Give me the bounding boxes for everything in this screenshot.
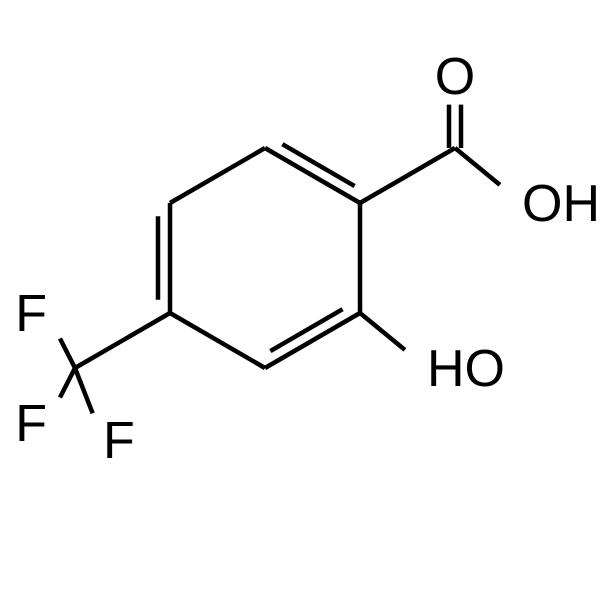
bond (60, 368, 75, 398)
atom-label-f14: F (103, 412, 135, 470)
bond (360, 148, 455, 203)
atom-label-o9: OH (522, 175, 600, 233)
bond (170, 148, 265, 203)
bond (75, 313, 170, 368)
bond (75, 368, 93, 413)
bond (455, 148, 500, 185)
bond (170, 313, 265, 368)
bond (60, 338, 75, 368)
atom-label-f12: F (15, 285, 47, 343)
bond (265, 313, 360, 368)
atom-label-o10: HO (427, 340, 505, 398)
bond (265, 148, 360, 203)
atom-label-o8: O (435, 48, 475, 106)
molecule-diagram: OOHHOFFF (0, 0, 600, 600)
atom-label-f13: F (15, 395, 47, 453)
bond (360, 313, 405, 350)
